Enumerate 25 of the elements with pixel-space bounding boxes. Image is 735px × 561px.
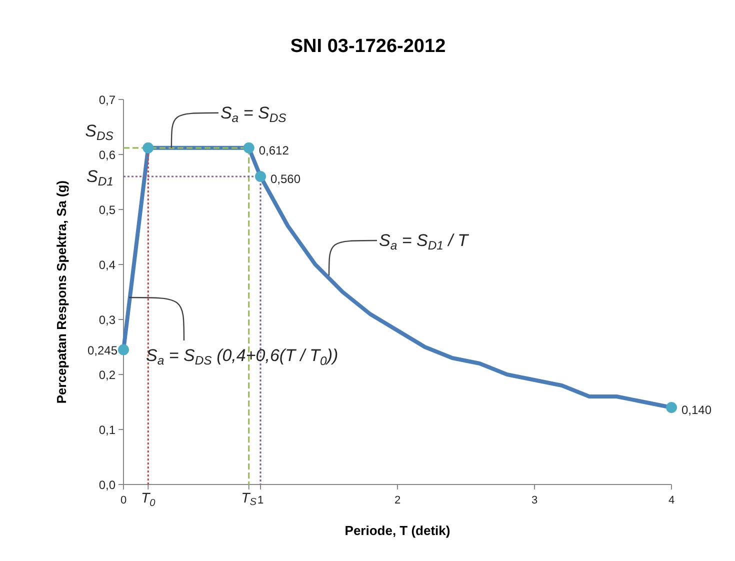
- y-tick-label: 0,1: [98, 423, 116, 437]
- y-tick-label: 0,0: [98, 478, 116, 492]
- y-axis-title: Percepatan Respons Spektra, Sa (g): [54, 180, 69, 404]
- x-tick-label: 2: [394, 494, 401, 506]
- y-tick-label: 0,2: [98, 368, 116, 382]
- data-label: 0,560: [270, 172, 301, 186]
- point: [666, 402, 677, 413]
- y-tick-label: 0,7: [98, 93, 116, 107]
- point: [243, 142, 254, 154]
- x-tick-label: 0: [120, 494, 127, 506]
- point: [255, 171, 266, 182]
- y-tick-label: 0,3: [98, 313, 116, 327]
- y-tick-label: 0,5: [98, 203, 116, 217]
- y-tick-label: 0,6: [98, 148, 116, 162]
- data-label: 0,140: [682, 403, 712, 417]
- x-tick-label: 1: [257, 494, 264, 506]
- y-tick-label: 0,4: [98, 258, 116, 272]
- x-tick-label: 3: [531, 494, 538, 506]
- point: [118, 344, 129, 356]
- x-tick-label: 4: [668, 494, 675, 506]
- data-label: 0,245: [87, 343, 118, 358]
- chart-title: SNI 03-1726-2012: [290, 36, 446, 57]
- point: [142, 142, 154, 154]
- x-axis-title: Periode, T (detik): [344, 523, 450, 538]
- data-label: 0,612: [258, 143, 290, 158]
